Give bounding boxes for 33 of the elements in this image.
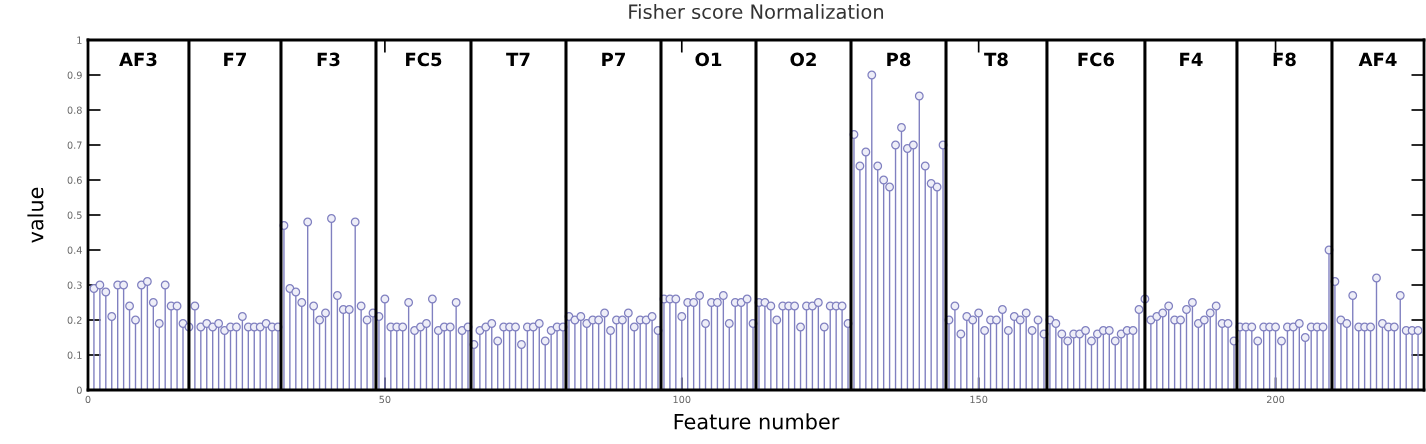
- annotation: F4: [1180, 52, 1203, 66]
- y-tick-label: 0.5: [67, 211, 82, 219]
- chart-title: Fisher score Normalization: [629, 4, 884, 20]
- annotation: F8: [1273, 52, 1296, 67]
- annotation: T7: [506, 52, 530, 66]
- y-tick-label: 0.1: [67, 351, 82, 359]
- annotation: AF3: [119, 52, 157, 67]
- x-tick-label: 100: [673, 395, 691, 404]
- annotation: P7: [602, 52, 625, 66]
- x-axis-title: Feature number: [674, 413, 840, 430]
- y-tick-label: 0.7: [67, 141, 82, 149]
- y-tick-label: 0.2: [67, 316, 82, 324]
- x-tick-label: 150: [970, 395, 988, 404]
- y-tick-label: 0.9: [67, 71, 82, 79]
- annotation: F3: [317, 52, 340, 67]
- y-axis-title: value: [27, 187, 44, 243]
- annotation: O1: [695, 52, 722, 67]
- y-tick-label: 0.8: [67, 106, 82, 114]
- x-tick-label: 0: [85, 395, 91, 404]
- y-tick-label: 0: [76, 386, 82, 394]
- y-tick-label: 0.6: [67, 176, 82, 184]
- annotation: T8: [984, 52, 1008, 67]
- y-tick-label: 0.4: [67, 246, 82, 254]
- x-tick-label: 200: [1266, 395, 1285, 404]
- annotation: F7: [224, 52, 246, 66]
- y-tick-label: 0.3: [67, 281, 82, 289]
- y-tick-label: 1: [77, 36, 82, 44]
- annotation: P8: [887, 52, 911, 67]
- annotation: AF4: [1358, 52, 1397, 66]
- annotation: FC6: [1078, 52, 1115, 67]
- annotation: FC5: [406, 52, 442, 67]
- annotation: O2: [790, 52, 816, 67]
- x-tick-label: 50: [379, 395, 391, 404]
